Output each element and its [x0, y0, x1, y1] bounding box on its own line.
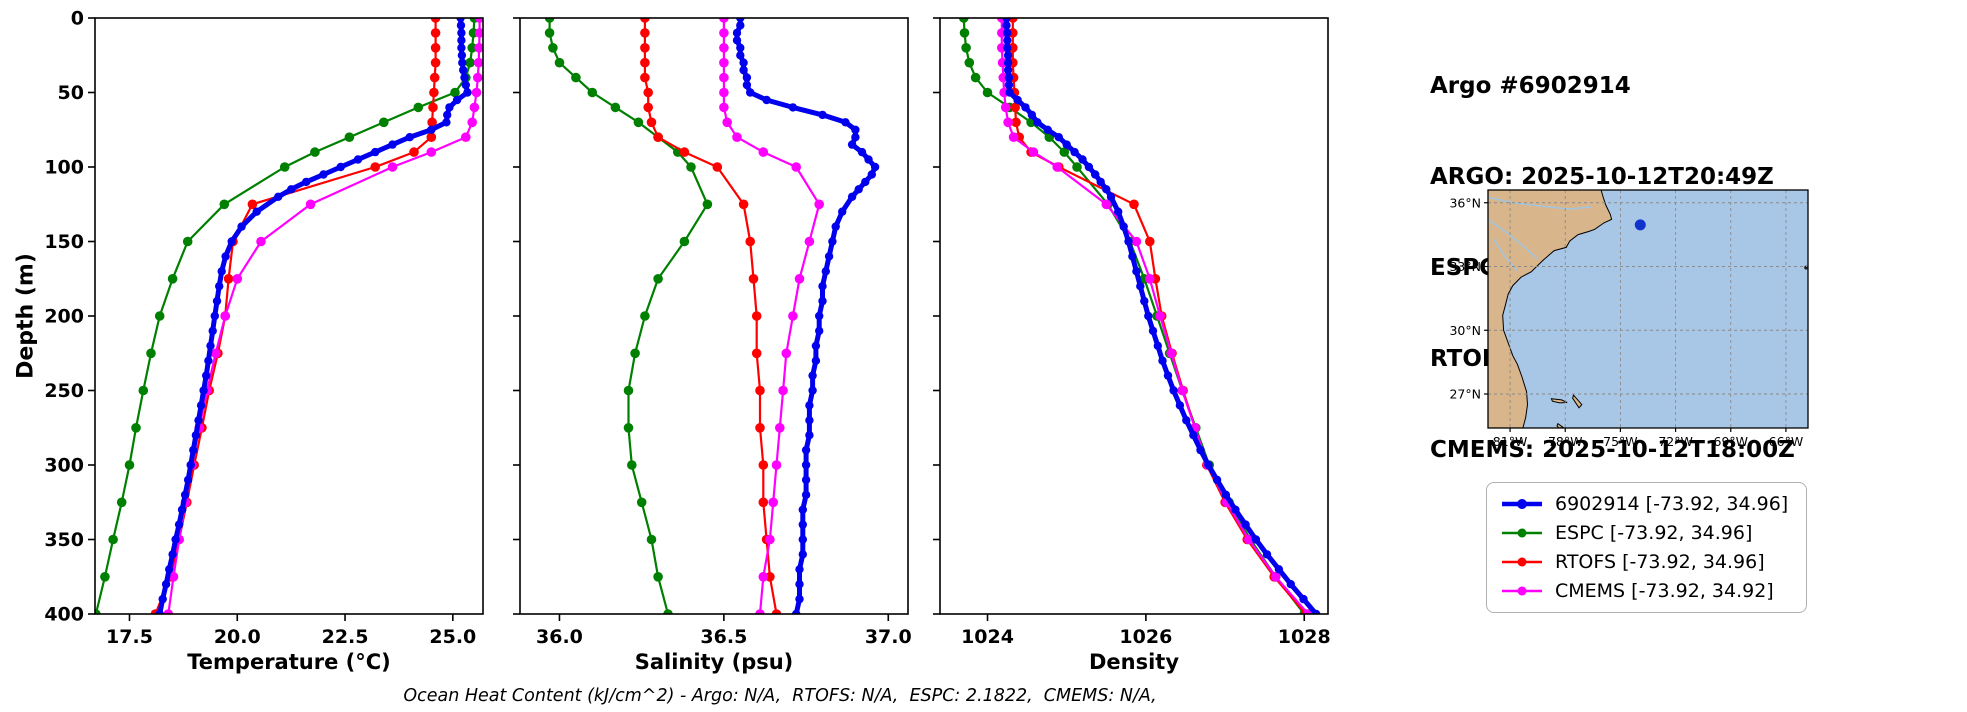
- x-tick-label: 20.0: [214, 626, 261, 648]
- x-tick-label: 25.0: [429, 626, 476, 648]
- legend-item-3: CMEMS [-73.92, 34.92]: [1499, 580, 1788, 602]
- legend: 6902914 [-73.92, 34.96] ESPC [-73.92, 34.…: [1486, 482, 1808, 613]
- y-tick-label: 100: [44, 157, 84, 179]
- map-lat-label: 36°N: [1449, 195, 1481, 210]
- map-lon-label: 78°W: [1548, 434, 1583, 449]
- y-tick-label: 250: [44, 380, 84, 402]
- legend-item-0: 6902914 [-73.92, 34.96]: [1499, 493, 1788, 515]
- legend-key-0: [1502, 499, 1542, 509]
- series-RTOFS: [150, 18, 441, 614]
- x-tick-label: 1028: [1278, 626, 1331, 648]
- x-tick-label: 17.5: [106, 626, 153, 648]
- legend-label: ESPC [-73.92, 34.96]: [1555, 522, 1753, 544]
- y-tick-label: 0: [71, 8, 84, 30]
- plot-frame: [94, 17, 484, 615]
- map-lon-label: 75°W: [1603, 434, 1638, 449]
- map-frame: [1487, 189, 1809, 429]
- land-polygon: [1488, 190, 1613, 428]
- series-CMEMS: [719, 18, 824, 614]
- x-tick-label: 1024: [961, 626, 1014, 648]
- float-position-marker: [1634, 219, 1646, 231]
- legend-label: RTOFS [-73.92, 34.96]: [1555, 551, 1765, 573]
- series-ESPC: [544, 18, 713, 614]
- map-lon-label: 69°W: [1714, 434, 1749, 449]
- series-6902914: [1002, 18, 1321, 614]
- series-ESPC: [95, 18, 480, 614]
- coastline-layer: [1488, 190, 1808, 428]
- legend-key-3: [1502, 586, 1542, 596]
- x-tick-label: 37.0: [865, 626, 912, 648]
- series-group: [95, 18, 483, 614]
- series-ESPC: [959, 18, 1309, 614]
- map-lon-label: 66°W: [1769, 434, 1804, 449]
- x-tick-label: 22.5: [322, 626, 369, 648]
- salinity-profile-panel: 36.0 36.5 37.0: [513, 17, 912, 648]
- salinity-axis-title: Salinity (psu): [634, 650, 794, 674]
- plot-frame: [939, 17, 1329, 615]
- y-tick-label: 400: [44, 604, 84, 626]
- y-tick-label: 50: [58, 82, 84, 104]
- map-lat-label: 30°N: [1449, 323, 1481, 338]
- cmems-timestamp: CMEMS: 2025-10-12T18:00Z: [1430, 437, 1795, 464]
- island-polygon: [1550, 398, 1568, 404]
- legend-key-2: [1502, 557, 1542, 567]
- location-map: 81°W 78°W 75°W 72°W 69°W 66°W 36°N 33°N 30°N 27°N: [1444, 182, 1818, 458]
- island-polygon: [1556, 422, 1565, 428]
- temperature-profile-panel: 17.5 20.0 22.5 25.0 0 50 100 150 200 250 300 350 400: [44, 8, 484, 648]
- legend-item-2: RTOFS [-73.92, 34.96]: [1499, 551, 1788, 573]
- legend-label: 6902914 [-73.92, 34.96]: [1555, 493, 1789, 515]
- float-title: Argo #6902914: [1430, 72, 1631, 99]
- temperature-axis-title: Temperature (°C): [187, 650, 391, 674]
- y-tick-label: 150: [44, 231, 84, 253]
- map-lat-label: 27°N: [1449, 387, 1481, 402]
- x-tick-label: 36.0: [536, 626, 583, 648]
- legend-key-1: [1502, 528, 1542, 538]
- density-profile-panel: 1024 1026 1028: [933, 17, 1331, 648]
- map-canvas: 81°W 78°W 75°W 72°W 69°W 66°W 36°N 33°N 30°N 27°N: [1449, 189, 1809, 449]
- map-lon-label: 81°W: [1493, 434, 1528, 449]
- map-lon-label: 72°W: [1658, 434, 1693, 449]
- map-lat-label: 33°N: [1449, 259, 1481, 274]
- legend-item-1: ESPC [-73.92, 34.96]: [1499, 522, 1788, 544]
- depth-axis-label: Depth (m): [13, 253, 39, 379]
- x-tick-label: 36.5: [700, 626, 747, 648]
- y-tick-label: 300: [44, 455, 84, 477]
- river-line: [1492, 238, 1518, 272]
- plot-frame: [519, 17, 909, 615]
- legend-label: CMEMS [-73.92, 34.92]: [1555, 580, 1774, 602]
- argo-timestamp: ARGO: 2025-10-12T20:49Z: [1430, 163, 1774, 190]
- series-group: [544, 18, 880, 614]
- x-tick-label: 1026: [1119, 626, 1172, 648]
- series-6902914: [732, 18, 880, 614]
- river-line: [1488, 219, 1539, 260]
- river-line: [1488, 196, 1592, 210]
- series-RTOFS: [640, 18, 782, 614]
- ocean-heat-content-note: Ocean Heat Content (kJ/cm^2) - Argo: N/A…: [403, 686, 1157, 706]
- y-tick-label: 350: [44, 529, 84, 551]
- island-polygon: [1572, 394, 1583, 409]
- y-tick-label: 200: [44, 306, 84, 328]
- series-6902914: [155, 18, 472, 614]
- series-group: [959, 18, 1321, 614]
- density-axis-title: Density: [1088, 650, 1180, 674]
